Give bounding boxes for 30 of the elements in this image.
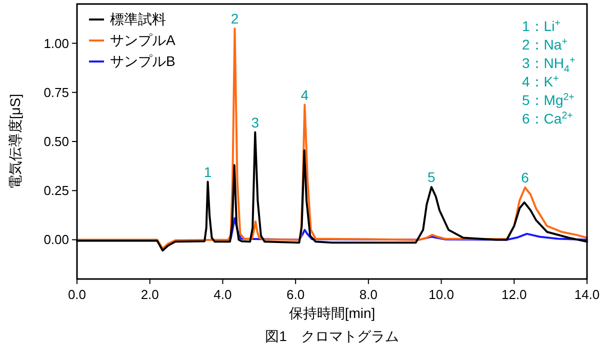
annotation: 6：Ca$^{2+}$ bbox=[522, 110, 574, 126]
annotation: 6 bbox=[521, 169, 530, 186]
legend-label: サンプルA bbox=[110, 32, 176, 48]
annotation: 1：Li$^{+}$ bbox=[522, 18, 561, 34]
x-axis-title: 保持時間[min] bbox=[288, 305, 376, 321]
x-tick-label: 6.0 bbox=[286, 287, 305, 302]
annotation: 3 bbox=[251, 114, 260, 130]
legend-label: サンプルB bbox=[110, 53, 176, 69]
annotation: 4 bbox=[300, 86, 309, 103]
x-tick-label: 10.0 bbox=[428, 287, 454, 302]
y-axis-title: 電気伝導度[μS] bbox=[7, 94, 23, 190]
y-tick-label: 0.75 bbox=[44, 84, 69, 100]
legend-label: 標準試料 bbox=[110, 11, 166, 27]
annotation: 2 bbox=[230, 10, 239, 27]
annotation: 5 bbox=[428, 169, 436, 186]
text: 図1 クロマトグラム bbox=[265, 328, 399, 344]
x-tick-label: 4.0 bbox=[214, 287, 232, 302]
y-tick-label: 1.00 bbox=[44, 36, 69, 51]
annotation: 2：Na$^{+}$ bbox=[522, 36, 568, 52]
annotation: 4：K$^{+}$ bbox=[522, 74, 560, 90]
y-tick-label: 0.25 bbox=[44, 183, 69, 198]
y-tick-label: 0.00 bbox=[44, 232, 69, 248]
x-tick-label: 0.0 bbox=[68, 287, 86, 302]
x-tick-label: 2.0 bbox=[140, 287, 159, 302]
x-tick-label: 8.0 bbox=[359, 287, 378, 302]
annotation: 1 bbox=[204, 164, 212, 180]
x-tick-label: 12.0 bbox=[501, 287, 527, 302]
y-tick-label: 0.50 bbox=[44, 134, 69, 149]
annotation: 5：Mg$^{2+}$ bbox=[522, 92, 575, 108]
x-tick-label: 14.0 bbox=[574, 287, 600, 302]
